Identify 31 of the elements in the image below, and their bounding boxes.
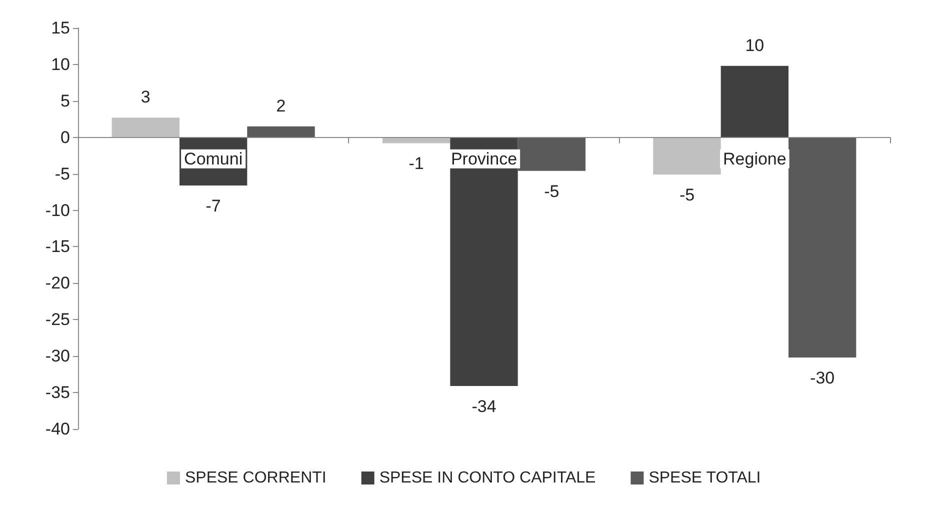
data-label: 10: [745, 36, 764, 55]
legend-label: SPESE CORRENTI: [184, 470, 326, 486]
data-label: -5: [679, 186, 695, 205]
legend-label: SPESE TOTALI: [648, 470, 761, 486]
y-tick-label: -10: [45, 200, 70, 220]
x-tick-label: Province: [450, 149, 518, 168]
y-tick-label: 10: [51, 54, 70, 74]
bar: [720, 66, 788, 138]
data-label: -30: [810, 368, 835, 388]
data-label: 3: [140, 88, 150, 107]
data-label: -7: [206, 196, 221, 216]
bar: [247, 126, 315, 138]
y-tick-label: -40: [45, 420, 70, 438]
x-tick-label: Regione: [723, 149, 786, 168]
y-tick-label: 5: [60, 91, 70, 110]
y-tick-label: -15: [45, 237, 70, 256]
data-label: -5: [544, 182, 560, 201]
bar: [788, 137, 856, 358]
data-label: -1: [408, 154, 424, 174]
y-tick-label: 15: [51, 18, 70, 38]
y-tick-label: -30: [45, 346, 70, 366]
y-tick-label: -20: [45, 274, 70, 293]
legend-label: SPESE IN CONTO CAPITALE: [379, 470, 596, 486]
data-label: 2: [276, 96, 286, 116]
data-label: -34: [472, 396, 496, 416]
x-tick-label: Comuni: [184, 149, 243, 168]
y-tick-label: -5: [54, 164, 70, 184]
y-tick-label: 0: [60, 128, 70, 147]
y-tick-label: -35: [45, 383, 70, 402]
bar: [112, 118, 180, 138]
y-tick-label: -25: [45, 310, 70, 330]
